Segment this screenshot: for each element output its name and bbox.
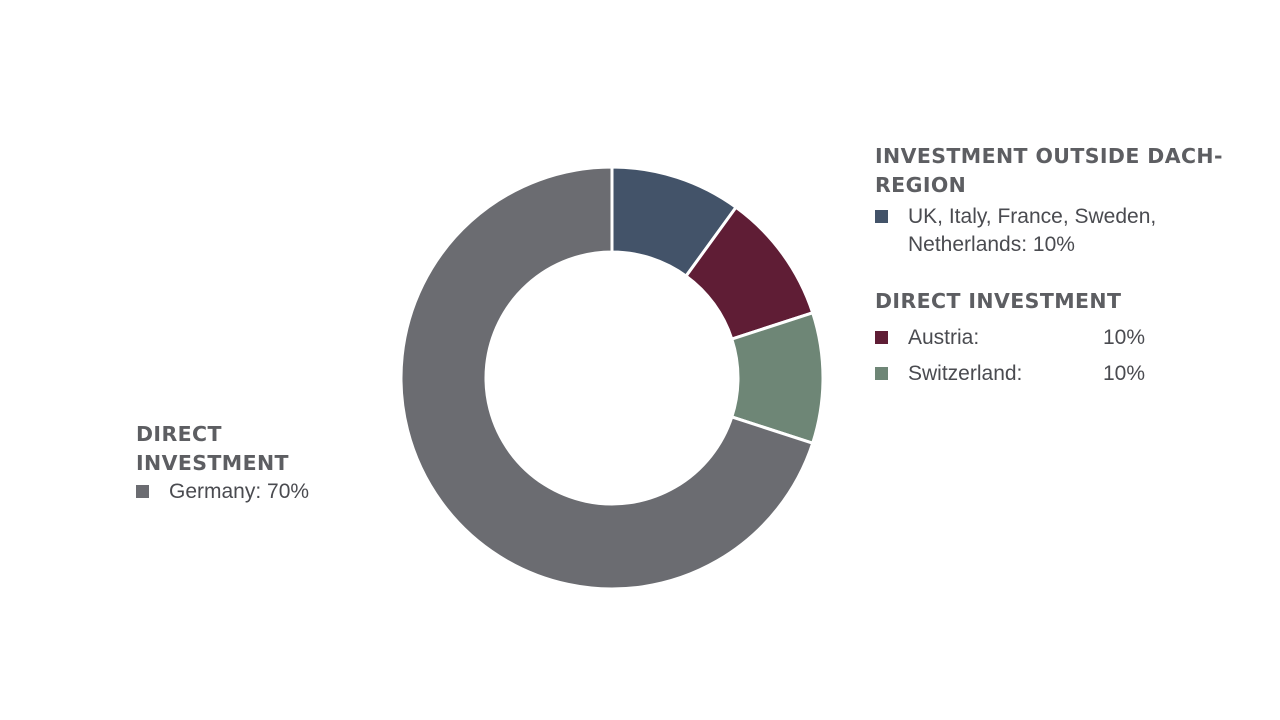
legend-value-austria: 10% xyxy=(1103,326,1146,349)
legend-label-germany: Germany: 70% xyxy=(169,480,310,503)
legend-swatch-switzerland xyxy=(875,367,888,380)
legend-value-switzerland: 10% xyxy=(1103,362,1146,385)
legend-investment-outside-dach: INVESTMENT OUTSIDE DACH-REGION UK, Italy… xyxy=(875,142,1265,259)
legend-item-germany: Germany: 70% xyxy=(136,478,356,506)
legend-item-outside-countries: UK, Italy, France, Sweden, Netherlands: … xyxy=(875,203,1265,259)
legend-label-outside-countries: UK, Italy, France, Sweden, Netherlands: … xyxy=(908,205,1157,256)
legend-label-austria: Austria: xyxy=(908,326,980,349)
legend-swatch-germany xyxy=(136,485,149,498)
legend-heading-direct-investment: DIRECT INVESTMENT xyxy=(136,422,289,475)
legend-label-switzerland: Switzerland: xyxy=(908,362,1023,385)
legend-swatch-austria xyxy=(875,331,888,344)
legend-item-austria: Austria: 10% xyxy=(875,324,1265,352)
legend-direct-investment-dach: DIRECT INVESTMENT Austria: 10% Switzerla… xyxy=(875,287,1265,388)
legend-heading-direct-investment-dach: DIRECT INVESTMENT xyxy=(875,289,1122,313)
donut-slice-germany xyxy=(399,165,815,591)
legend-swatch-outside-countries xyxy=(875,210,888,223)
legend-heading-outside-dach: INVESTMENT OUTSIDE DACH-REGION xyxy=(875,144,1223,197)
legend-item-switzerland: Switzerland: 10% xyxy=(875,360,1265,388)
legend-direct-investment-germany: DIRECT INVESTMENT Germany: 70% xyxy=(136,420,356,506)
